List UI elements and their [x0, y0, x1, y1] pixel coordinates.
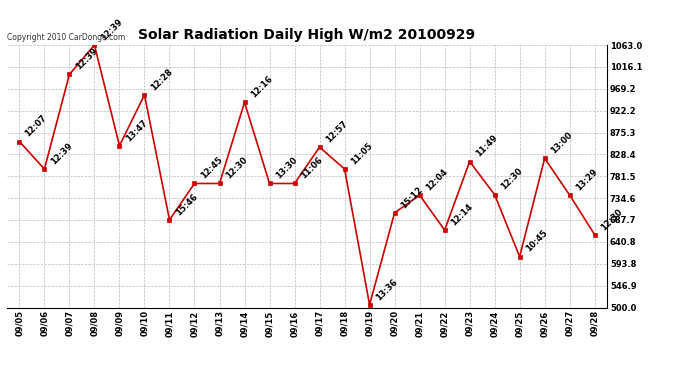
- Text: 12:39: 12:39: [48, 141, 74, 166]
- Text: 12:30: 12:30: [599, 207, 624, 232]
- Text: 13:36: 13:36: [374, 277, 399, 302]
- Text: 11:49: 11:49: [474, 134, 499, 159]
- Text: 12:45: 12:45: [199, 155, 224, 181]
- Text: 12:30: 12:30: [224, 156, 249, 181]
- Text: 12:57: 12:57: [324, 119, 349, 144]
- Text: 12:14: 12:14: [448, 202, 474, 227]
- Text: 13:47: 13:47: [124, 118, 149, 143]
- Text: 11:05: 11:05: [348, 141, 374, 166]
- Text: Copyright 2010 CarDonge.com: Copyright 2010 CarDonge.com: [7, 33, 125, 42]
- Text: 12:30: 12:30: [499, 167, 524, 192]
- Text: 12:39: 12:39: [99, 17, 124, 42]
- Title: Solar Radiation Daily High W/m2 20100929: Solar Radiation Daily High W/m2 20100929: [139, 28, 475, 42]
- Text: 13:29: 13:29: [574, 167, 599, 192]
- Text: 10:45: 10:45: [524, 229, 549, 254]
- Text: 11:06: 11:06: [299, 155, 324, 181]
- Text: 13:00: 13:00: [549, 130, 574, 156]
- Text: 12:28: 12:28: [148, 67, 174, 92]
- Text: 12:04: 12:04: [424, 167, 449, 192]
- Text: 12:07: 12:07: [23, 114, 49, 139]
- Text: 12:39: 12:39: [74, 46, 99, 72]
- Text: 12:16: 12:16: [248, 74, 274, 100]
- Text: 15:12: 15:12: [399, 185, 424, 210]
- Text: 15:46: 15:46: [174, 192, 199, 217]
- Text: 13:30: 13:30: [274, 156, 299, 181]
